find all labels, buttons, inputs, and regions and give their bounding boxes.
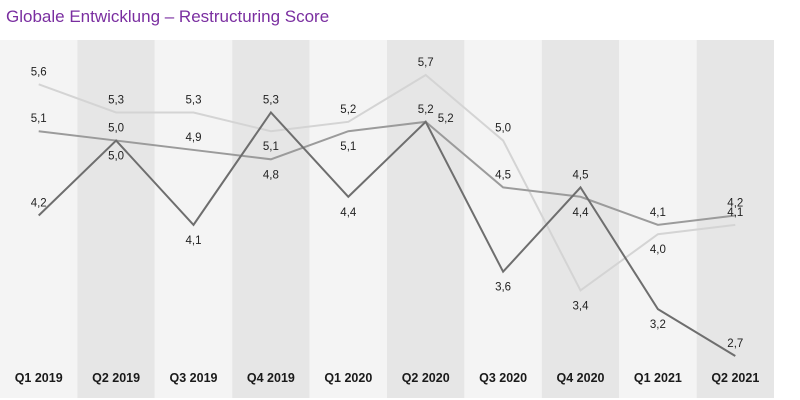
x-tick-label: Q2 2020 (402, 371, 450, 385)
band-4 (232, 40, 310, 398)
data-label: 5,1 (31, 113, 47, 125)
band-5 (309, 40, 387, 398)
data-label: 5,7 (418, 57, 434, 69)
data-label: 4,5 (573, 169, 589, 181)
data-label: 4,4 (340, 207, 357, 219)
data-label: 3,6 (495, 282, 511, 294)
data-label: 4,9 (186, 132, 202, 144)
band-8 (541, 40, 620, 398)
data-label: 4,2 (31, 198, 47, 210)
x-tick-label: Q4 2019 (247, 371, 295, 385)
data-label: 4,5 (495, 169, 511, 181)
x-tick-label: Q1 2020 (324, 371, 372, 385)
data-label: 5,3 (186, 94, 202, 106)
x-tick-label: Q3 2020 (479, 371, 527, 385)
x-tick-label: Q1 2019 (15, 371, 63, 385)
data-label: 5,1 (340, 141, 356, 153)
data-label: 2,7 (727, 338, 743, 350)
data-label: 5,0 (108, 151, 124, 163)
band-2 (77, 40, 155, 398)
series-line-3 (38, 110, 736, 357)
data-label: 5,3 (108, 94, 124, 106)
band-6 (387, 40, 465, 398)
data-label: 5,2 (438, 113, 454, 125)
data-label: 5,1 (263, 141, 279, 153)
data-label: 4,1 (727, 207, 743, 219)
chart-title: Globale Entwicklung – Restructuring Scor… (6, 7, 330, 26)
data-label: 4,1 (650, 207, 666, 219)
x-tick-label: Q2 2019 (92, 371, 140, 385)
x-tick-label: Q2 2021 (711, 371, 759, 385)
data-label: 5,0 (495, 123, 511, 135)
data-label: 5,3 (263, 94, 279, 106)
band-3 (154, 40, 233, 398)
x-tick-label: Q3 2019 (170, 371, 218, 385)
series-line-1 (38, 73, 736, 292)
data-label: 4,1 (186, 235, 202, 247)
data-label: 3,4 (573, 300, 590, 312)
data-label: 5,2 (418, 104, 434, 116)
data-label: 5,6 (31, 66, 47, 78)
band-7 (464, 40, 542, 398)
band-9 (619, 40, 697, 398)
data-label: 4,0 (650, 244, 666, 256)
data-label: 3,2 (650, 319, 666, 331)
band-1 (0, 40, 78, 398)
series-line-2 (38, 120, 736, 226)
data-label: 4,8 (263, 169, 279, 181)
x-tick-label: Q4 2020 (557, 371, 605, 385)
data-label: 5,0 (108, 123, 124, 135)
x-tick-label: Q1 2021 (634, 371, 682, 385)
data-label: 4,2 (727, 198, 743, 210)
data-label: 5,2 (340, 104, 356, 116)
data-label: 4,4 (573, 207, 590, 219)
